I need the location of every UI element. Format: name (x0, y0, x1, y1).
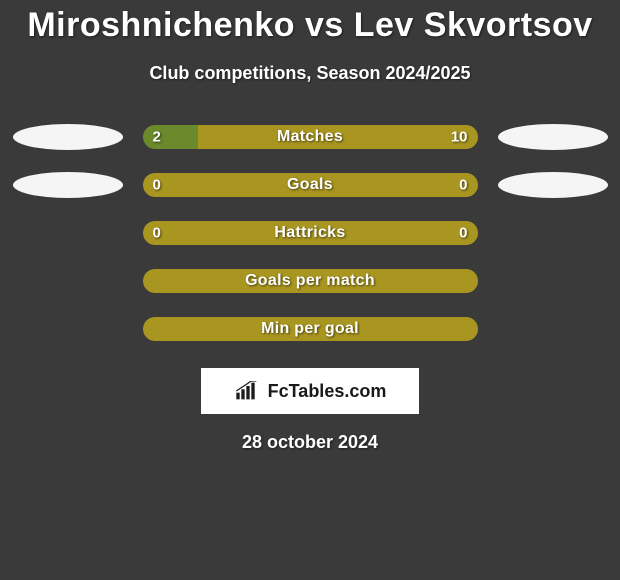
player-left-oval (13, 124, 123, 150)
watermark-text: FcTables.com (268, 381, 387, 402)
stat-row: 00Hattricks (0, 220, 620, 246)
stat-label: Goals (143, 176, 478, 194)
stat-bar: Goals per match (143, 269, 478, 293)
player-left-oval (13, 172, 123, 198)
spacer (13, 268, 123, 294)
stat-bar: 00Goals (143, 173, 478, 197)
spacer (498, 316, 608, 342)
stat-bar: 00Hattricks (143, 221, 478, 245)
spacer (13, 316, 123, 342)
stat-bar: 210Matches (143, 125, 478, 149)
date-text: 28 october 2024 (0, 432, 620, 453)
stat-row: 00Goals (0, 172, 620, 198)
spacer (13, 220, 123, 246)
stat-row: Goals per match (0, 268, 620, 294)
spacer (498, 220, 608, 246)
spacer (498, 268, 608, 294)
stat-rows: 210Matches 00Goals 00Hattricks Goals per ma… (0, 124, 620, 342)
player-right-oval (498, 172, 608, 198)
stat-row: Min per goal (0, 316, 620, 342)
player-right-oval (498, 124, 608, 150)
page-subtitle: Club competitions, Season 2024/2025 (0, 63, 620, 84)
stat-label: Min per goal (143, 320, 478, 338)
stat-label: Matches (143, 128, 478, 146)
stat-label: Hattricks (143, 224, 478, 242)
page-title: Miroshnichenko vs Lev Skvortsov (0, 0, 620, 45)
stat-label: Goals per match (143, 272, 478, 290)
watermark: FcTables.com (201, 368, 419, 414)
chart-icon (234, 381, 262, 401)
stat-bar: Min per goal (143, 317, 478, 341)
stat-row: 210Matches (0, 124, 620, 150)
